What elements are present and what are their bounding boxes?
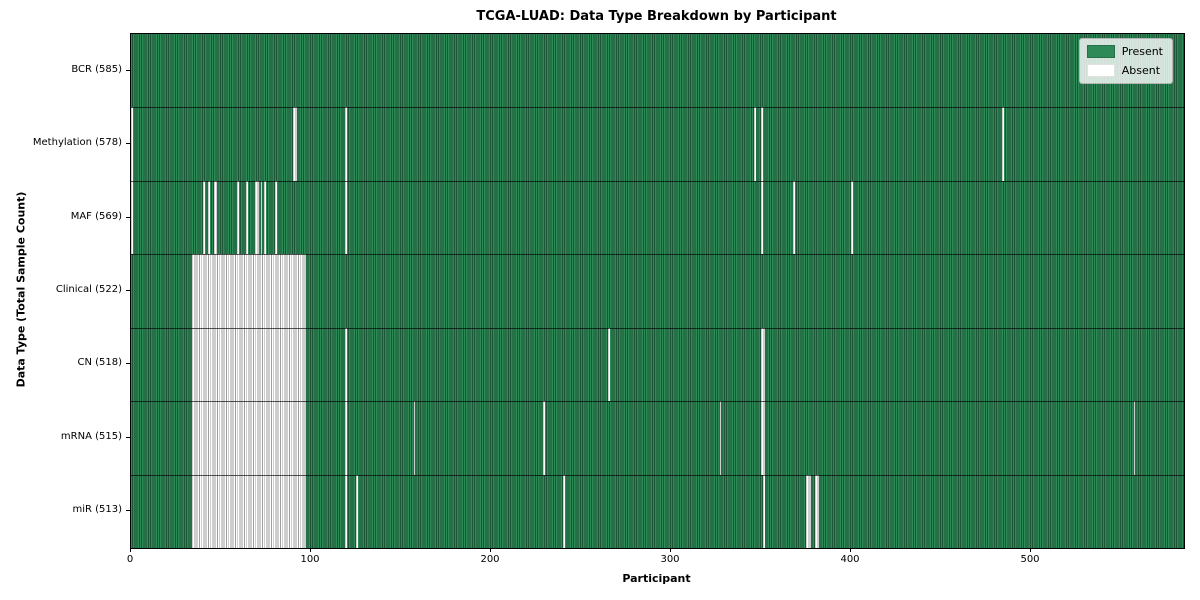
row-Methylation: [131, 107, 1184, 181]
y-tick-mark: [126, 143, 130, 145]
row-BCR: [131, 34, 1184, 108]
legend-label-present: Present: [1121, 45, 1163, 58]
x-tick-label: 100: [300, 554, 320, 565]
absent-mark: [192, 254, 306, 328]
absent-mark: [719, 401, 722, 475]
row-CN: [131, 327, 1184, 402]
absent-mark: [345, 180, 347, 255]
absent-mark: [131, 180, 133, 255]
present-swatch-icon: [1086, 45, 1115, 58]
absent-mark: [608, 327, 610, 402]
plot-area: [130, 33, 1185, 549]
row-Clinical: [131, 254, 1184, 328]
y-tick-mark: [126, 436, 130, 438]
x-tick-mark: [490, 548, 491, 552]
absent-mark: [213, 180, 218, 255]
absent-mark: [260, 180, 263, 255]
x-tick-label: 0: [126, 554, 134, 565]
absent-mark: [237, 180, 239, 255]
y-tick-label: miR (513): [72, 504, 122, 516]
y-tick-label: CN (518): [77, 357, 122, 369]
x-tick-label: 200: [480, 554, 500, 565]
x-tick-label: 300: [660, 554, 680, 565]
y-tick-mark: [126, 510, 130, 512]
absent-mark: [413, 401, 416, 475]
legend: Present Absent: [1078, 38, 1173, 84]
x-tick-mark: [130, 548, 131, 552]
row-separator: [131, 254, 1184, 256]
absent-mark: [815, 474, 819, 548]
y-tick-mark: [126, 290, 130, 291]
y-tick-mark: [126, 69, 130, 71]
row-separator: [131, 180, 1184, 182]
y-tick-mark: [126, 216, 130, 218]
absent-mark: [806, 474, 812, 548]
absent-mark: [345, 474, 347, 548]
row-separator: [131, 474, 1184, 476]
row-separator: [131, 107, 1184, 109]
legend-item-present: Present: [1086, 45, 1163, 58]
x-tick-mark: [1030, 548, 1031, 552]
x-tick-label: 400: [840, 554, 860, 565]
absent-mark: [192, 401, 306, 475]
absent-mark: [208, 180, 211, 255]
y-tick-label: MAF (569): [70, 210, 122, 222]
y-tick-label: mRNA (515): [60, 430, 122, 442]
absent-mark: [275, 180, 277, 255]
y-tick-label: BCR (585): [71, 63, 122, 75]
chart-title: TCGA-LUAD: Data Type Breakdown by Partic…: [476, 9, 837, 24]
absent-mark: [356, 474, 358, 548]
absent-mark: [131, 107, 133, 181]
y-tick-label: Clinical (522): [55, 284, 122, 295]
absent-mark: [345, 327, 347, 402]
x-axis-title: Participant: [622, 572, 691, 585]
absent-mark: [1133, 401, 1136, 475]
x-tick-mark: [670, 548, 671, 552]
absent-mark: [793, 180, 796, 255]
absent-mark: [761, 327, 765, 402]
absent-mark: [753, 107, 756, 181]
row-separator: [131, 327, 1184, 329]
row-MAF: [131, 180, 1184, 255]
absent-mark: [345, 401, 347, 475]
x-tick-label: 500: [1020, 554, 1040, 565]
row-mRNA: [131, 401, 1184, 475]
row-miR: [131, 474, 1184, 548]
absent-mark: [192, 327, 306, 402]
absent-mark: [264, 180, 266, 255]
absent-mark: [203, 180, 205, 255]
absent-mark: [345, 107, 347, 181]
absent-mark: [761, 107, 763, 181]
absent-mark: [293, 107, 297, 181]
absent-mark: [192, 474, 306, 548]
legend-item-absent: Absent: [1086, 64, 1163, 77]
x-tick-mark: [310, 548, 311, 552]
absent-mark: [246, 180, 248, 255]
y-tick-label: Methylation (578): [32, 137, 122, 149]
absent-mark: [761, 180, 763, 255]
x-tick-mark: [850, 548, 851, 552]
absent-mark: [563, 474, 565, 548]
absent-mark: [1002, 107, 1004, 181]
absent-mark: [851, 180, 853, 255]
legend-label-absent: Absent: [1121, 64, 1161, 77]
absent-mark: [761, 401, 765, 475]
y-tick-mark: [126, 363, 130, 365]
row-separator: [131, 401, 1184, 403]
absent-swatch-icon: [1086, 64, 1115, 77]
absent-mark: [762, 474, 765, 548]
absent-mark: [255, 180, 259, 255]
absent-mark: [543, 401, 545, 475]
